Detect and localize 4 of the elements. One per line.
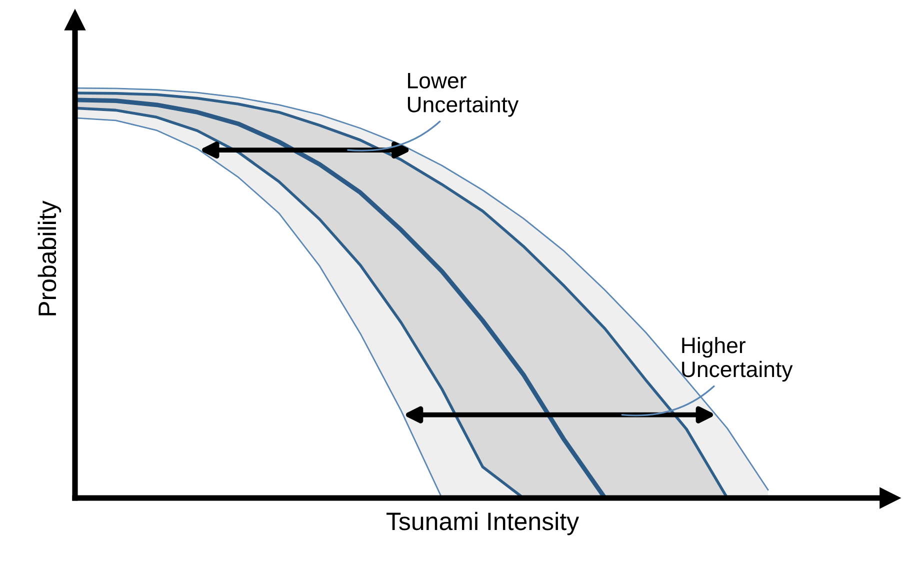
annotation: Lower Uncertainty — [408, 72, 519, 117]
annotation: Higher Uncertainty — [682, 336, 793, 382]
x-axis-title: Tsunami Intensity — [386, 512, 580, 536]
y-axis-title: Probability — [38, 200, 62, 316]
